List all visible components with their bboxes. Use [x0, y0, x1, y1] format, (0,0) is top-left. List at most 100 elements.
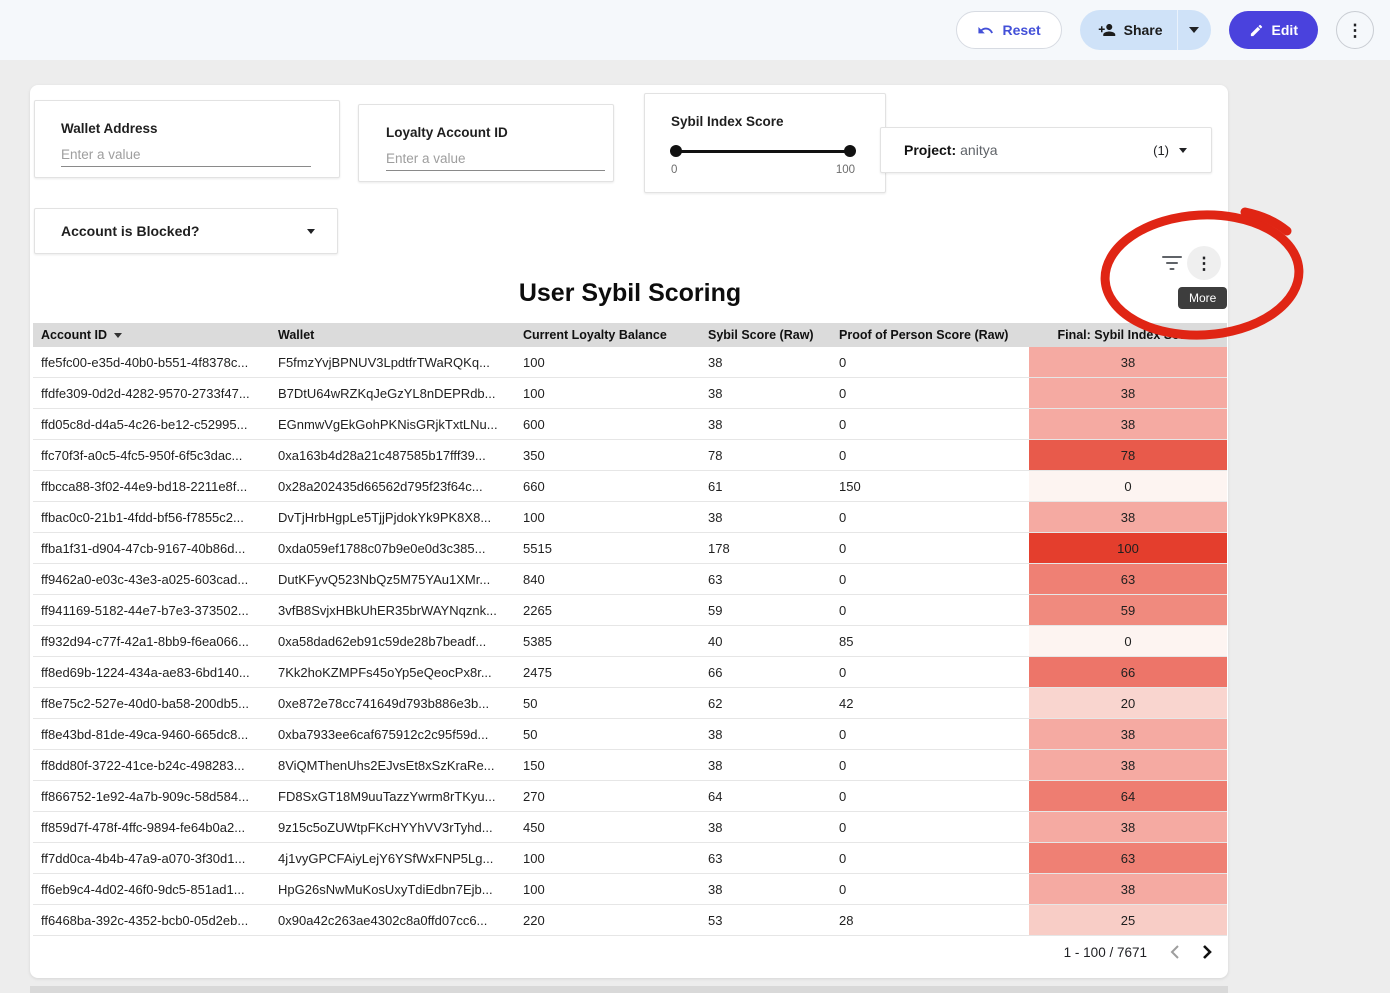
- sybil-raw-cell: 63: [708, 850, 723, 866]
- wallet-address-label: Wallet Address: [61, 121, 158, 136]
- col-header-sybil-score-raw[interactable]: Sybil Score (Raw): [708, 328, 814, 342]
- account-id-cell: ff9462a0-e03c-43e3-a025-603cad...: [41, 571, 249, 587]
- sybil-scoring-table: Account ID Wallet Current Loyalty Balanc…: [33, 323, 1227, 936]
- sybil-raw-cell: 40: [708, 633, 723, 649]
- col-header-proof-of-person-raw[interactable]: Proof of Person Score (Raw): [839, 328, 1009, 342]
- table-row: ff8e43bd-81de-49ca-9460-665dc8... 0xba793…: [33, 719, 1227, 750]
- share-button-label: Share: [1123, 22, 1163, 38]
- chevron-left-icon: [1170, 945, 1179, 959]
- slider-handle-max[interactable]: [844, 145, 856, 157]
- undo-icon: [978, 26, 994, 33]
- pop-raw-cell: 0: [839, 571, 847, 587]
- wallet-cell: 0xa58dad62eb91c59de28b7beadf...: [278, 633, 487, 649]
- share-dropdown-button[interactable]: [1176, 10, 1211, 50]
- edit-button[interactable]: Edit: [1228, 11, 1318, 49]
- wallet-cell: 7Kk2hoKZMPFs45oYp5eQeocPx8r...: [278, 664, 492, 680]
- sybil-raw-cell: 61: [708, 478, 723, 494]
- slider-handle-min[interactable]: [670, 145, 682, 157]
- pop-raw-cell: 28: [839, 912, 854, 928]
- account-id-cell: ff866752-1e92-4a7b-909c-58d584...: [41, 788, 249, 804]
- balance-cell: 100: [523, 385, 545, 401]
- table-row: ff859d7f-478f-4ffc-9894-fe64b0a2... 9z15c…: [33, 812, 1227, 843]
- final-score-cell: 64: [1029, 781, 1227, 811]
- balance-cell: 100: [523, 509, 545, 525]
- final-score-cell: 38: [1029, 812, 1227, 842]
- chevron-down-icon: [307, 228, 315, 234]
- wallet-cell: HpG26sNwMuKosUxyTdiEdbn7Ejb...: [278, 881, 493, 897]
- final-score-cell: 59: [1029, 595, 1227, 625]
- topbar: Reset Share Edit ⋮: [0, 0, 1390, 60]
- pop-raw-cell: 0: [839, 416, 847, 432]
- wallet-cell: 0xa163b4d28a21c487585b17fff39...: [278, 447, 486, 463]
- balance-cell: 100: [523, 881, 545, 897]
- col-header-account-id[interactable]: Account ID: [33, 328, 270, 342]
- table-row: ffc70f3f-a0c5-4fc5-950f-6f5c3dac... 0xa16…: [33, 440, 1227, 471]
- balance-cell: 450: [523, 819, 545, 835]
- prev-page-button[interactable]: [1169, 944, 1180, 960]
- pop-raw-cell: 0: [839, 726, 847, 742]
- pop-raw-cell: 0: [839, 664, 847, 680]
- account-id-cell: ff6468ba-392c-4352-bcb0-05d2eb...: [41, 912, 249, 928]
- sort-desc-icon: [113, 333, 122, 339]
- account-id-cell: ff8e75c2-527e-40d0-ba58-200db5...: [41, 695, 249, 711]
- pop-raw-cell: 0: [839, 509, 847, 525]
- wallet-cell: 0x28a202435d66562d795f23f64c...: [278, 478, 483, 494]
- sybil-raw-cell: 38: [708, 416, 723, 432]
- slider-max-label: 100: [835, 164, 855, 176]
- slider-min-label: 0: [671, 164, 678, 176]
- account-id-cell: ff859d7f-478f-4ffc-9894-fe64b0a2...: [41, 819, 246, 835]
- pop-raw-cell: 85: [839, 633, 854, 649]
- filter-project-dropdown[interactable]: Project: anitya (1): [880, 127, 1212, 173]
- balance-cell: 660: [523, 478, 545, 494]
- pop-raw-cell: 0: [839, 819, 847, 835]
- loyalty-account-id-input[interactable]: [386, 149, 605, 171]
- final-score-cell: 25: [1029, 905, 1227, 935]
- table-row: ff8dd80f-3722-41ce-b24c-498283... 8ViQMTh…: [33, 750, 1227, 781]
- table-row: ffba1f31-d904-47cb-9167-40b86d... 0xda059…: [33, 533, 1227, 564]
- chart-more-button[interactable]: ⋮: [1187, 246, 1221, 280]
- account-id-cell: ff8ed69b-1224-434a-ae83-6bd140...: [41, 664, 250, 680]
- wallet-cell: 8ViQMThenUhs2EJvsEt8xSzKraRe...: [278, 757, 495, 773]
- next-page-button[interactable]: [1202, 944, 1213, 960]
- wallet-address-input[interactable]: [61, 145, 311, 167]
- pop-raw-cell: 0: [839, 881, 847, 897]
- balance-cell: 5385: [523, 633, 552, 649]
- project-label: Project:: [904, 142, 957, 158]
- pop-raw-cell: 0: [839, 354, 847, 370]
- chart-filter-icon[interactable]: [1161, 255, 1183, 271]
- wallet-cell: EGnmwVgEkGohPKNisGRjkTxtLNu...: [278, 416, 498, 432]
- account-id-cell: ffe5fc00-e35d-40b0-b551-4f8378c...: [41, 354, 249, 370]
- reset-button-label: Reset: [1002, 22, 1041, 38]
- sybil-raw-cell: 38: [708, 385, 723, 401]
- table-row: ff932d94-c77f-42a1-8bb9-f6ea066... 0xa58d…: [33, 626, 1227, 657]
- account-id-cell: ffdfe309-0d2d-4282-9570-2733f47...: [41, 385, 250, 401]
- col-header-wallet[interactable]: Wallet: [278, 328, 315, 342]
- filter-loyalty-account-id: Loyalty Account ID: [358, 104, 614, 182]
- sybil-raw-cell: 64: [708, 788, 723, 804]
- account-id-cell: ff7dd0ca-4b4b-47a9-a070-3f30d1...: [41, 850, 246, 866]
- reset-button[interactable]: Reset: [956, 11, 1062, 49]
- pop-raw-cell: 0: [839, 385, 847, 401]
- final-score-cell: 0: [1029, 626, 1227, 656]
- share-button[interactable]: Share: [1080, 10, 1177, 50]
- sybil-raw-cell: 53: [708, 912, 723, 928]
- range-slider[interactable]: [670, 145, 856, 157]
- balance-cell: 5515: [523, 540, 552, 556]
- sybil-raw-cell: 38: [708, 509, 723, 525]
- col-header-current-loyalty-balance[interactable]: Current Loyalty Balance: [523, 328, 667, 342]
- balance-cell: 220: [523, 912, 545, 928]
- topbar-more-button[interactable]: ⋮: [1336, 11, 1374, 49]
- sybil-raw-cell: 38: [708, 354, 723, 370]
- wallet-cell: DvTjHrbHgpLe5TjjPjdokYk9PK8X8...: [278, 509, 492, 525]
- sybil-raw-cell: 38: [708, 881, 723, 897]
- filter-account-blocked-dropdown[interactable]: Account is Blocked?: [34, 208, 338, 254]
- report-canvas: Wallet Address Loyalty Account ID Sybil …: [30, 85, 1228, 978]
- loyalty-account-id-label: Loyalty Account ID: [386, 125, 508, 140]
- wallet-cell: DutKFyvQ523NbQz5M75YAu1XMr...: [278, 571, 491, 587]
- final-score-cell: 38: [1029, 409, 1227, 439]
- col-header-final-sybil-index[interactable]: Final: Sybil Index Score: [1057, 328, 1199, 342]
- final-score-cell: 0: [1029, 471, 1227, 501]
- balance-cell: 2475: [523, 664, 552, 680]
- table-row: ff8e75c2-527e-40d0-ba58-200db5... 0xe872e…: [33, 688, 1227, 719]
- final-score-cell: 38: [1029, 719, 1227, 749]
